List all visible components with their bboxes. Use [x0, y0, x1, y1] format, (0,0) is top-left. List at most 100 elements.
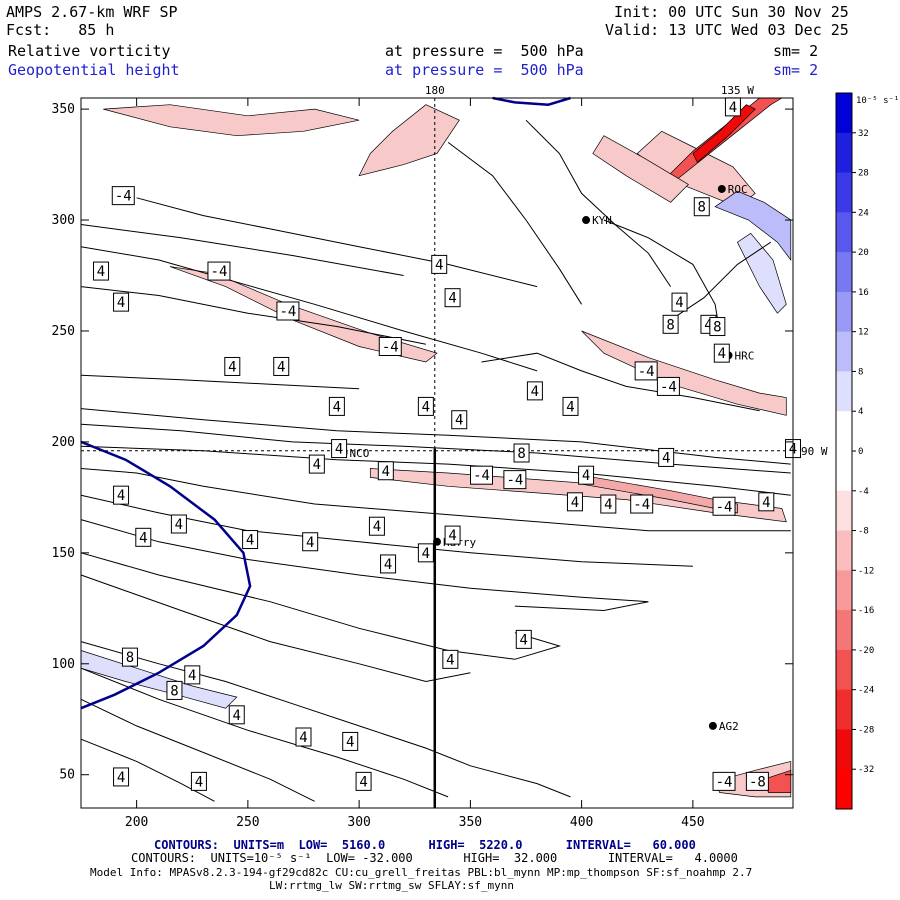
contour-label: 4 — [195, 774, 203, 790]
contour-label: 8 — [698, 200, 706, 216]
contour-label-box — [526, 381, 543, 401]
colorbar-segment — [836, 570, 852, 611]
contour-label: 4 — [729, 100, 737, 116]
contour-label: 4 — [228, 359, 236, 375]
contour-label-box — [656, 376, 680, 396]
vorticity-contour-line — [80, 667, 449, 798]
contour-label: 4 — [448, 291, 456, 307]
vorticity-contour-line — [525, 119, 672, 287]
vorticity-contour-line — [80, 408, 791, 465]
contour-label: 4 — [373, 519, 381, 535]
contour-label: 4 — [448, 528, 456, 544]
vorticity-contour-line — [80, 246, 538, 372]
contour-label: 4 — [422, 546, 430, 562]
contour-label-box — [170, 514, 187, 534]
y-tick-label: 200 — [52, 435, 75, 450]
height-contour-line — [492, 96, 571, 106]
contour-label: -4 — [115, 189, 132, 205]
contour-label-box — [184, 665, 201, 685]
contour-label: 4 — [306, 535, 314, 551]
colorbar-tick-label: -16 — [858, 606, 874, 616]
y-tick-label: 350 — [52, 102, 75, 117]
station-label: ROC — [728, 183, 748, 196]
vorticity-contour-line — [80, 552, 562, 660]
contour-label-box — [515, 629, 532, 649]
colorbar-segment — [836, 769, 852, 810]
vorticity-region — [169, 266, 438, 363]
contour-label: 8 — [126, 650, 134, 666]
contour-label: 4 — [346, 734, 354, 750]
contour-label-box — [166, 680, 183, 700]
model-info: Model Info: MPASv8.2.3-194-gf29cd82c CU:… — [90, 866, 753, 879]
contour-label: 4 — [359, 774, 367, 790]
field1-name: Relative vorticity — [8, 42, 171, 60]
contour-label: 4 — [435, 257, 443, 273]
x-tick-label: 400 — [570, 815, 593, 830]
contour-label: 4 — [313, 457, 321, 473]
colorbar-tick-label: -32 — [858, 765, 874, 775]
contour-label-box — [190, 771, 207, 791]
contour-label-box — [113, 292, 130, 312]
contour-label-box — [302, 532, 319, 552]
contour-label-box — [442, 649, 459, 669]
contour-label-box — [113, 767, 130, 787]
contour-label-box — [331, 439, 348, 459]
contour-label-box — [693, 197, 710, 217]
contour-label-box — [417, 396, 434, 416]
contour-label-box — [630, 494, 654, 514]
contour-label: 4 — [299, 730, 307, 746]
contour-label-box — [273, 356, 290, 376]
contour-label: 4 — [675, 295, 683, 311]
contour-label-box — [444, 525, 461, 545]
contour-label: 8 — [713, 320, 721, 336]
vorticity-contour-line — [80, 286, 426, 345]
longitude-label: 180 — [425, 84, 445, 97]
vorticity-region — [736, 232, 787, 314]
vorticity-region — [692, 104, 756, 163]
contour-label: 4 — [117, 488, 125, 504]
contour-label-box — [712, 496, 736, 516]
contour-label: -4 — [506, 473, 523, 489]
colorbar-tick-label: -24 — [858, 686, 874, 696]
x-tick-label: 250 — [236, 815, 259, 830]
contour-label: 4 — [277, 359, 285, 375]
colorbar-segment — [836, 172, 852, 213]
colorbar-tick-label: 0 — [858, 447, 863, 457]
contour-label-box — [295, 727, 312, 747]
contour-label-box — [417, 543, 434, 563]
contour-label: -4 — [660, 379, 677, 395]
x-tick-label: 300 — [347, 815, 370, 830]
vorticity-contour-line — [80, 738, 215, 802]
colorbar-tick-label: -4 — [858, 487, 869, 497]
grid-lines — [81, 98, 793, 452]
contour-label: -4 — [633, 497, 650, 513]
colorbar-tick-label: 4 — [858, 407, 863, 417]
contour-label-box — [600, 494, 617, 514]
contour-label-box — [368, 516, 385, 536]
x-tick-label: 450 — [681, 815, 704, 830]
colorbar-segment — [836, 252, 852, 293]
field1-sm: sm= 2 — [773, 42, 819, 60]
contour-label-box — [113, 485, 130, 505]
contour-label-box — [121, 647, 138, 667]
colorbar-tick-label: -8 — [858, 527, 869, 537]
colorbar-unit: 10⁻⁵ s⁻¹ — [856, 96, 899, 106]
field2-sm: sm= 2 — [773, 61, 819, 79]
contour-label-box — [276, 301, 300, 321]
contour-label-box — [712, 771, 736, 791]
vorticity-contours — [80, 119, 791, 802]
contour-label: 4 — [446, 652, 454, 668]
colorbar-segment — [836, 451, 852, 492]
contour-label: 4 — [582, 468, 590, 484]
colorbar: 10⁻⁵ s⁻¹ 32 28 24 20 16 12 8 4 0 -4 -8 -12 -16 -20 -24 -… — [835, 92, 899, 810]
contour-label-box — [377, 461, 394, 481]
field1-level: at pressure = 500 hPa — [385, 42, 584, 60]
station-label: NCO — [350, 447, 370, 460]
contour-label: 4 — [762, 495, 770, 511]
colorbar-segment — [836, 490, 852, 532]
colorbar-tick-label: 32 — [858, 129, 869, 139]
vorticity-region — [358, 104, 460, 177]
contour-label-box — [207, 261, 231, 281]
contour-label: -4 — [473, 468, 490, 484]
